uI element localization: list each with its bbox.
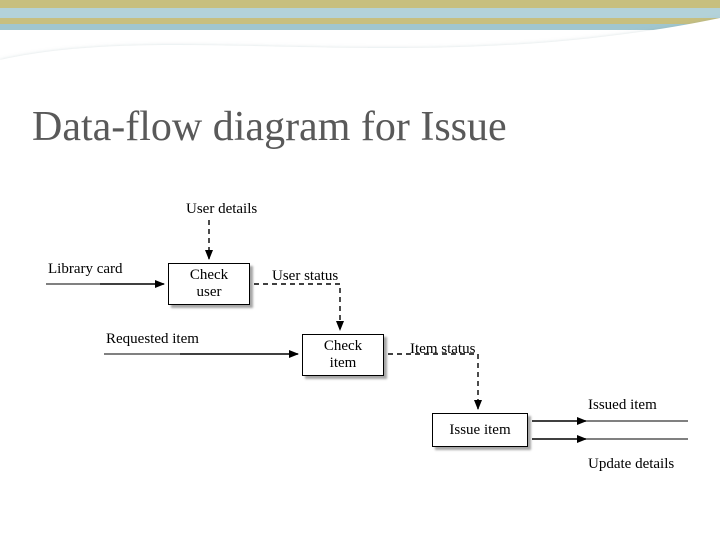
- label-requested_item: Requested item: [106, 331, 199, 348]
- label-user_status: User status: [272, 268, 338, 285]
- label-update_details: Update details: [588, 456, 674, 473]
- label-user_details: User details: [186, 201, 257, 218]
- edge-e_user_status: [254, 284, 340, 330]
- node-issue_item: Issue item: [432, 413, 528, 447]
- label-library_card: Library card: [48, 261, 123, 278]
- node-label: Checkitem: [324, 338, 362, 372]
- node-check_item: Checkitem: [302, 334, 384, 376]
- edge-e_item_status: [388, 354, 478, 409]
- node-label: Checkuser: [190, 267, 228, 301]
- node-check_user: Checkuser: [168, 263, 250, 305]
- label-issued_item: Issued item: [588, 397, 657, 414]
- label-item_status: Item status: [410, 341, 475, 358]
- node-label: Issue item: [449, 422, 510, 439]
